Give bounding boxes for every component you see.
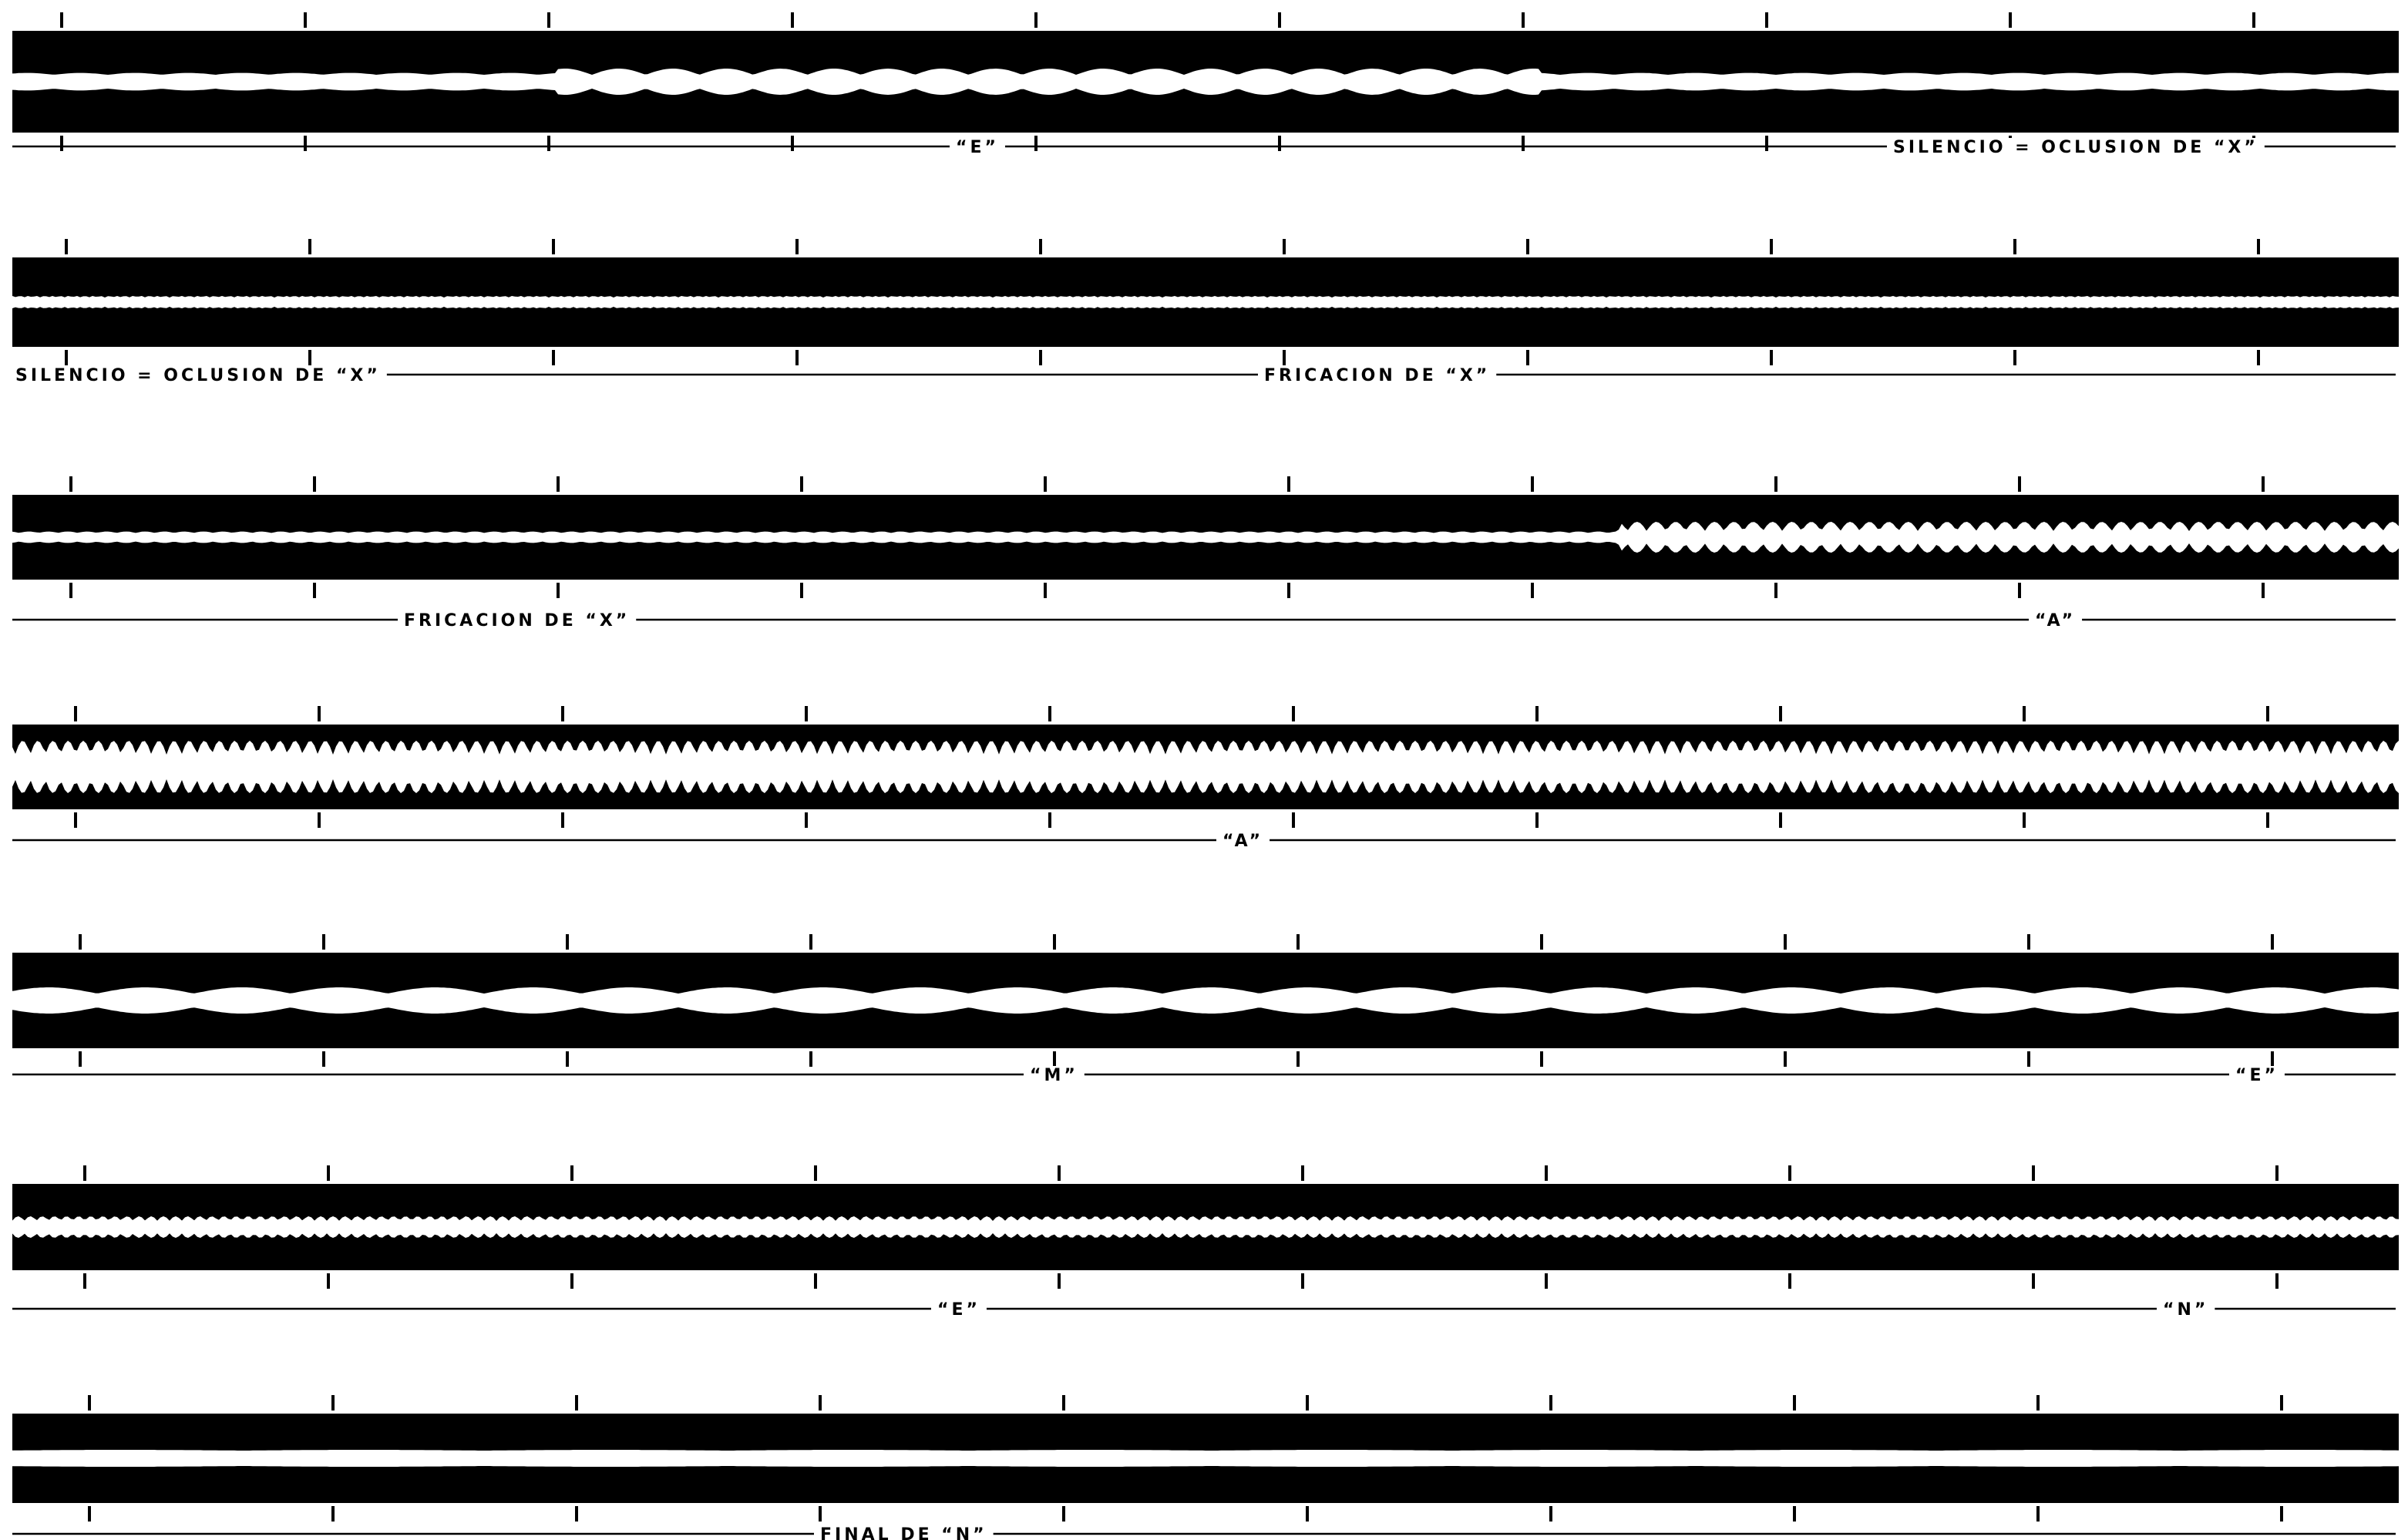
oscillogram-figure: “E” SILENCIO = OCLUSION DE “X” SILENCIO = …	[0, 0, 2408, 1540]
segment-label: FRICACION DE “X”	[1264, 366, 1490, 385]
segment-label: “E”	[2235, 1066, 2279, 1085]
segment-label: “M”	[1030, 1066, 1078, 1085]
waveform	[12, 1216, 2399, 1238]
waveform	[12, 1450, 2399, 1467]
segment-label: FRICACION DE “X”	[404, 611, 630, 630]
segment-label: FINAL DE “N”	[820, 1525, 987, 1540]
segment-label: “N”	[2163, 1300, 2208, 1320]
waveform	[12, 741, 2399, 793]
segment-label: “A”	[1222, 832, 1263, 851]
segment-label: “E”	[956, 138, 999, 157]
page: “E” SILENCIO = OCLUSION DE “X” SILENCIO = …	[0, 0, 2408, 1540]
segment-label: SILENCIO = OCLUSION DE “X”	[15, 366, 381, 385]
segment-label: SILENCIO = OCLUSION DE “X”	[1893, 138, 2258, 157]
segment-label: “E”	[937, 1300, 980, 1320]
waveform	[12, 296, 2399, 308]
segment-label: “A”	[2035, 611, 2076, 630]
